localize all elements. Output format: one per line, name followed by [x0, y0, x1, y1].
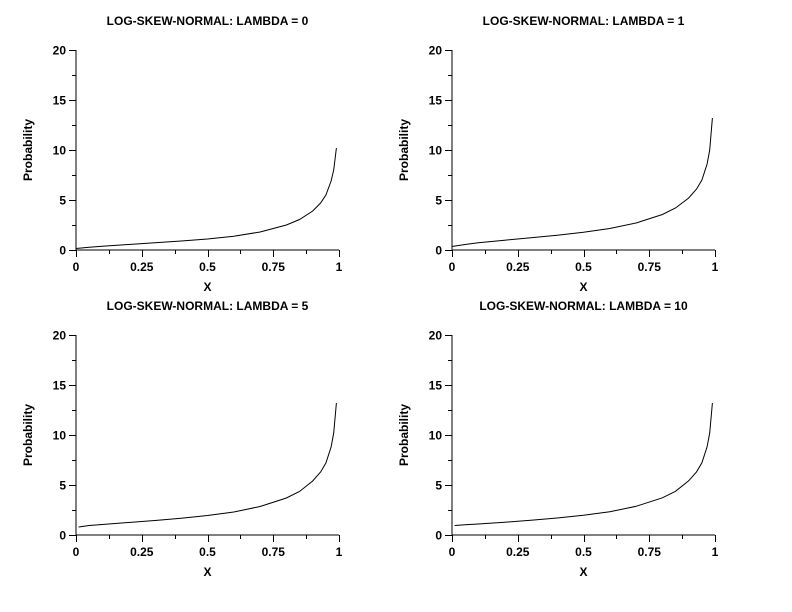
x-tick-label: 1 [336, 545, 343, 559]
x-tick-label: 0.75 [638, 545, 662, 559]
y-tick-label: 15 [429, 94, 443, 108]
series-line [78, 402, 337, 528]
chart-title: LOG-SKEW-NORMAL: LAMBDA = 0 [107, 14, 309, 28]
chart-title: LOG-SKEW-NORMAL: LAMBDA = 10 [479, 299, 688, 313]
y-axis-label: Probability [397, 119, 411, 181]
y-tick-label: 15 [429, 379, 443, 393]
x-tick-label: 0.25 [130, 260, 154, 274]
y-tick-label: 15 [53, 379, 67, 393]
y-tick-label: 0 [59, 244, 66, 258]
x-tick-label: 1 [336, 260, 343, 274]
y-tick-label: 10 [429, 429, 443, 443]
panel-lambda-10: LOG-SKEW-NORMAL: LAMBDA = 10 0 5 10 15 20 0 0.2… [397, 299, 719, 579]
x-tick-label: 1 [712, 545, 719, 559]
y-tick-label: 10 [53, 429, 67, 443]
y-tick-label: 15 [53, 94, 67, 108]
y-axis-label: Probability [21, 404, 35, 466]
x-tick-label: 0.5 [575, 260, 592, 274]
x-tick-label: 0 [73, 260, 80, 274]
x-tick-label: 0.5 [199, 545, 216, 559]
y-tick-label: 10 [53, 144, 67, 158]
x-tick-label: 0.75 [262, 545, 286, 559]
x-tick-label: 0.25 [130, 545, 154, 559]
x-axis-label: X [203, 565, 211, 579]
x-tick-label: 0.75 [638, 260, 662, 274]
x-tick-label: 0.75 [262, 260, 286, 274]
x-tick-label: 0 [73, 545, 80, 559]
y-tick-label: 10 [429, 144, 443, 158]
x-tick-label: 0.5 [575, 545, 592, 559]
y-tick-label: 0 [435, 529, 442, 543]
panel-lambda-5: LOG-SKEW-NORMAL: LAMBDA = 5 0 5 10 15 20 0 0.25… [21, 299, 343, 579]
panel-lambda-1: LOG-SKEW-NORMAL: LAMBDA = 1 0 5 10 15 20 0 0.25… [397, 14, 719, 294]
panel-lambda-0: LOG-SKEW-NORMAL: LAMBDA = 0 0 5 10 15 20 0 0.25… [21, 14, 343, 294]
series-line [451, 117, 713, 247]
x-tick-label: 0.25 [506, 260, 530, 274]
y-tick-label: 5 [59, 194, 66, 208]
series-line [75, 147, 337, 249]
x-axis-label: X [579, 280, 587, 294]
y-tick-label: 20 [53, 44, 67, 58]
x-tick-label: 0.5 [199, 260, 216, 274]
y-axis-label: Probability [397, 404, 411, 466]
x-tick-label: 1 [712, 260, 719, 274]
chart-title: LOG-SKEW-NORMAL: LAMBDA = 5 [107, 299, 309, 313]
y-tick-label: 20 [53, 329, 67, 343]
y-tick-label: 20 [429, 329, 443, 343]
x-axis-label: X [579, 565, 587, 579]
x-tick-label: 0 [449, 545, 456, 559]
y-tick-label: 0 [435, 244, 442, 258]
y-tick-label: 5 [59, 479, 66, 493]
chart-title: LOG-SKEW-NORMAL: LAMBDA = 1 [483, 14, 685, 28]
y-axis-label: Probability [21, 119, 35, 181]
y-tick-label: 0 [59, 529, 66, 543]
x-tick-label: 0.25 [506, 545, 530, 559]
series-line [454, 402, 713, 526]
x-tick-label: 0 [449, 260, 456, 274]
y-tick-label: 20 [429, 44, 443, 58]
y-tick-label: 5 [435, 479, 442, 493]
y-tick-label: 5 [435, 194, 442, 208]
x-axis-label: X [203, 280, 211, 294]
